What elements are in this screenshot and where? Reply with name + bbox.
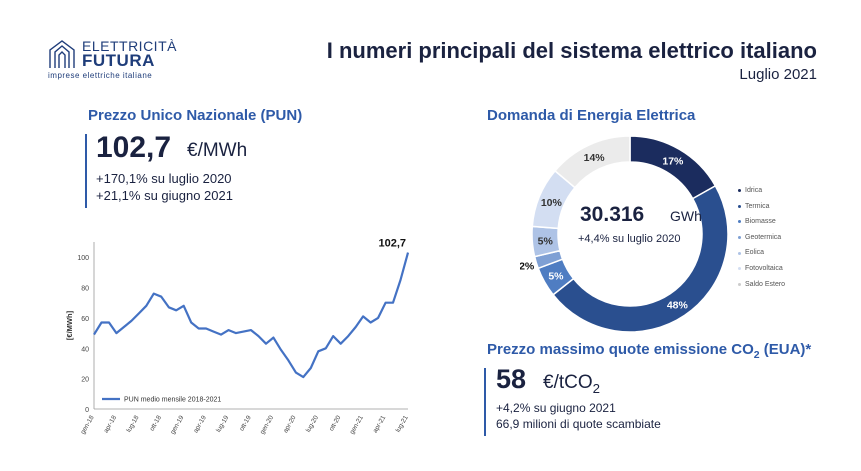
legend-swatch — [738, 220, 741, 224]
legend-item: Saldo Estero — [738, 277, 785, 293]
donut-slice — [553, 135, 631, 189]
y-tick-label: 80 — [81, 286, 89, 293]
legend-label: Eolica — [745, 249, 765, 257]
co2-value: 58 — [496, 364, 527, 394]
legend-swatch — [738, 204, 741, 208]
donut-slice — [552, 184, 729, 333]
co2-unit: €/tCO2 — [543, 372, 600, 396]
legend-label: Termica — [745, 202, 770, 210]
pun-series-line — [93, 252, 410, 379]
legend-swatch — [738, 189, 741, 193]
y-tick-label: 0 — [85, 407, 89, 414]
co2-change-mom: +4,2% su giugno 2021 — [496, 401, 616, 415]
logo-text-bottom: FUTURA — [82, 51, 155, 70]
co2-accent-bar — [484, 368, 486, 436]
y-tick-label: 60 — [81, 316, 89, 323]
demand-unit: GWh — [670, 208, 702, 224]
pun-change-yoy: +170,1% su luglio 2020 — [96, 171, 232, 186]
donut-value-label: 17% — [662, 156, 684, 168]
page-title: I numeri principali del sistema elettric… — [326, 38, 817, 63]
pun-unit: €/MWh — [187, 140, 248, 161]
logo-text-top: ELETTRICITÀ — [82, 38, 177, 54]
y-axis-label: [€/MWh] — [65, 310, 74, 340]
legend-label: Saldo Estero — [745, 280, 786, 288]
legend-label: Biomasse — [745, 218, 776, 226]
pun-accent-bar — [85, 134, 87, 208]
x-tick-label: gen-20 — [259, 414, 275, 435]
x-tick-label: apr-21 — [372, 414, 388, 434]
demand-change-yoy: +4,4% su luglio 2020 — [578, 233, 681, 245]
donut-value-label: 5% — [548, 271, 564, 283]
page-subtitle: Luglio 2021 — [739, 66, 817, 83]
legend-swatch — [738, 236, 741, 240]
x-tick-label: apr-18 — [103, 414, 119, 434]
x-tick-label: ott-19 — [238, 414, 253, 432]
legend-swatch — [738, 282, 741, 286]
demand-value: 30.316 — [580, 203, 645, 226]
legend-swatch — [738, 251, 741, 255]
legend-label: Geotermica — [745, 233, 782, 241]
demand-donut-chart: 17%48%5%2%5%10%14% — [520, 135, 729, 333]
legend-swatch — [738, 267, 741, 271]
y-tick-label: 20 — [81, 377, 89, 384]
logo-icon — [49, 40, 75, 68]
pun-section-title: Prezzo Unico Nazionale (PUN) — [88, 107, 303, 124]
donut-value-label: 48% — [667, 300, 689, 312]
co2-title-end: (EUA)* — [759, 341, 812, 358]
donut-value-label: 10% — [541, 197, 563, 209]
donut-legend: Idrica Termica Biomasse Geotermica Eolica Fot… — [738, 183, 785, 292]
co2-title-main: Prezzo massimo quote emissione CO — [487, 341, 754, 358]
y-tick-label: 100 — [77, 255, 89, 262]
co2-title-subscript: 2 — [753, 349, 760, 361]
legend-item: Biomasse — [738, 214, 785, 230]
x-tick-label: apr-19 — [192, 414, 208, 434]
legend-item: Geotermica — [738, 230, 785, 246]
y-tick-label: 40 — [81, 346, 89, 353]
co2-traded-volume: 66,9 milioni di quote scambiate — [496, 417, 661, 431]
x-tick-label: lug-20 — [305, 414, 320, 433]
demand-section-title: Domanda di Energia Elettrica — [487, 107, 696, 124]
x-tick-label: lug-18 — [125, 414, 140, 433]
x-tick-label: gen-21 — [349, 414, 365, 435]
donut-value-label: 14% — [584, 152, 606, 164]
x-tick-label: gen-18 — [80, 414, 96, 435]
legend-item: Fotovoltaica — [738, 261, 785, 277]
legend-label: Idrica — [745, 187, 763, 194]
x-tick-label: lug-19 — [215, 414, 230, 433]
x-tick-label: ott-18 — [149, 414, 164, 432]
x-tick-label: gen-19 — [169, 414, 185, 435]
donut-value-label: 2% — [520, 260, 535, 272]
x-tick-label: lug-21 — [395, 414, 410, 433]
pun-end-label: 102,7 — [378, 238, 406, 250]
co2-unit-main: €/tCO — [543, 372, 593, 393]
legend-item: Idrica — [738, 183, 785, 199]
x-tick-label: apr-20 — [282, 414, 298, 434]
legend-label: PUN medio mensile 2018-2021 — [124, 397, 221, 404]
pun-line-chart: 0 20 40 60 80 100 [€/MWh] gen-18 apr-18 lug-18 ott… — [65, 238, 410, 436]
legend-item: Termica — [738, 199, 785, 215]
pun-change-mom: +21,1% su giugno 2021 — [96, 188, 233, 203]
co2-unit-subscript: 2 — [592, 380, 601, 396]
co2-section-title: Prezzo massimo quote emissione CO2 (EUA)… — [487, 341, 811, 361]
legend-label: Fotovoltaica — [745, 264, 783, 272]
donut-value-label: 5% — [538, 236, 554, 248]
pun-value: 102,7 — [96, 131, 172, 164]
x-tick-label: ott-20 — [328, 414, 343, 432]
legend-item: Eolica — [738, 245, 785, 261]
logo-tagline: imprese elettriche italiane — [48, 71, 153, 80]
